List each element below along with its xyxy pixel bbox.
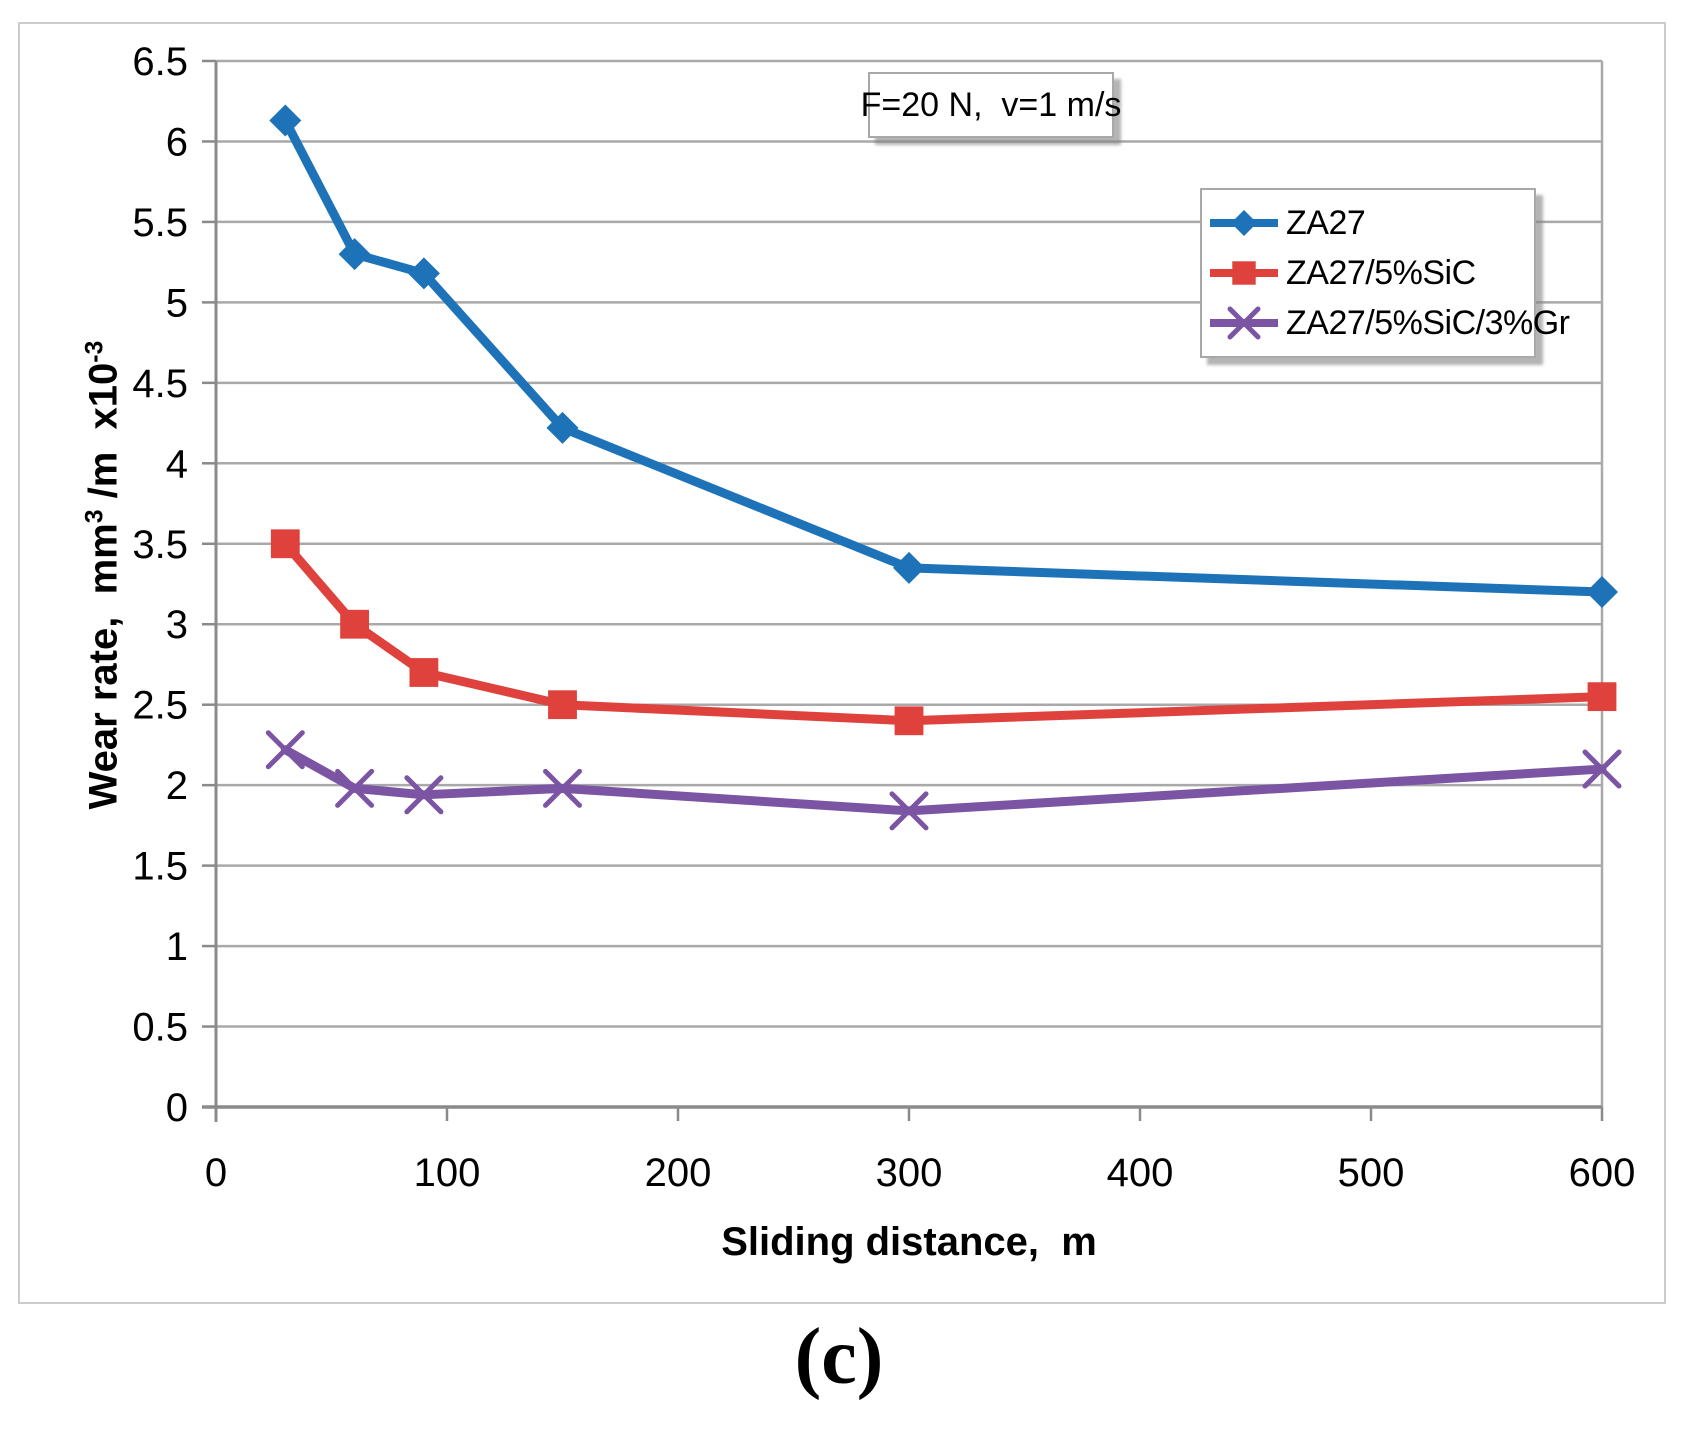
x-tick-label: 0: [205, 1151, 227, 1195]
y-tick-label: 3.5: [132, 523, 188, 567]
data-point-square: [340, 609, 369, 639]
y-tick-label: 2.5: [132, 684, 188, 728]
data-point-x: [265, 730, 305, 770]
data-point-x: [543, 768, 582, 808]
series-line-diamond: [280, 116, 1607, 597]
data-point-square: [1587, 682, 1617, 712]
data-point-diamond: [407, 257, 440, 290]
legend-marker-glyph: [1231, 210, 1257, 236]
data-point-square: [894, 706, 924, 736]
data-point-square: [270, 529, 300, 559]
x-tick-label: 300: [876, 1151, 943, 1195]
x-axis-title: Sliding distance, m: [721, 1220, 1097, 1264]
annotation-box: F=20 N, v=1 m/s: [861, 72, 1121, 138]
data-point-x: [1582, 749, 1622, 789]
data-point-square: [409, 658, 439, 687]
figure-caption: (c): [794, 1313, 884, 1401]
y-axis-title-sup-exp: -3: [81, 340, 109, 363]
legend-label: ZA27/5%SiC/3%Gr: [1286, 303, 1570, 342]
y-tick-label: 5.5: [132, 201, 188, 245]
legend-entry-za27-5sic-3gr: ZA27/5%SiC/3%Gr: [1208, 301, 1570, 345]
data-point-x: [889, 791, 929, 831]
y-axis-title-units: /m x10: [81, 362, 126, 510]
data-point-x: [335, 768, 375, 808]
x-tick-label: 600: [1569, 1151, 1636, 1195]
y-tick-label: 1.5: [132, 845, 188, 889]
y-axis-title-sup-cubed: 3: [81, 509, 109, 524]
diamond-marker-icon: [1210, 210, 1278, 236]
y-tick-label: 2: [166, 764, 188, 808]
legend: ZA27 ZA27/5%SiC ZA27/5%SiC/3%Gr: [1200, 188, 1570, 358]
y-tick-label: 0.5: [132, 1006, 188, 1050]
legend-label: ZA27: [1286, 203, 1366, 242]
x-tick-label: 200: [645, 1151, 712, 1195]
data-point-square: [548, 690, 577, 720]
legend-marker-glyph: [1227, 306, 1261, 340]
y-axis-title-text: Wear rate, mm: [81, 523, 126, 810]
data-point-diamond: [546, 411, 579, 444]
data-point-diamond: [269, 104, 302, 137]
x-marker-icon: [1210, 306, 1278, 340]
series-line-x: [280, 745, 1607, 816]
y-axis-title: Wear rate, mm3 /m x10-3: [81, 341, 126, 810]
y-tick-label: 0: [166, 1086, 188, 1130]
legend-entry-za27-5sic: ZA27/5%SiC: [1208, 251, 1530, 295]
y-tick-label: 3: [166, 603, 188, 647]
data-point-diamond: [338, 238, 371, 271]
data-point-diamond: [1586, 576, 1618, 609]
legend-entry-za27: ZA27: [1208, 201, 1530, 245]
y-tick-label: 4.5: [132, 362, 188, 406]
y-tick-label: 4: [166, 442, 188, 486]
legend-label: ZA27/5%SiC: [1286, 253, 1476, 292]
legend-marker-glyph: [1232, 261, 1256, 285]
data-point-diamond: [893, 551, 925, 584]
annotation-text: F=20 N, v=1 m/s: [860, 85, 1122, 124]
y-tick-label: 5: [166, 281, 188, 325]
y-tick-label: 6.5: [132, 40, 188, 84]
x-tick-label: 500: [1338, 1151, 1405, 1195]
y-tick-label: 6: [166, 120, 188, 164]
x-tick-label: 400: [1107, 1151, 1174, 1195]
square-marker-icon: [1210, 261, 1278, 285]
y-tick-label: 1: [166, 925, 188, 969]
data-point-x: [404, 775, 444, 815]
x-tick-label: 100: [414, 1151, 481, 1195]
